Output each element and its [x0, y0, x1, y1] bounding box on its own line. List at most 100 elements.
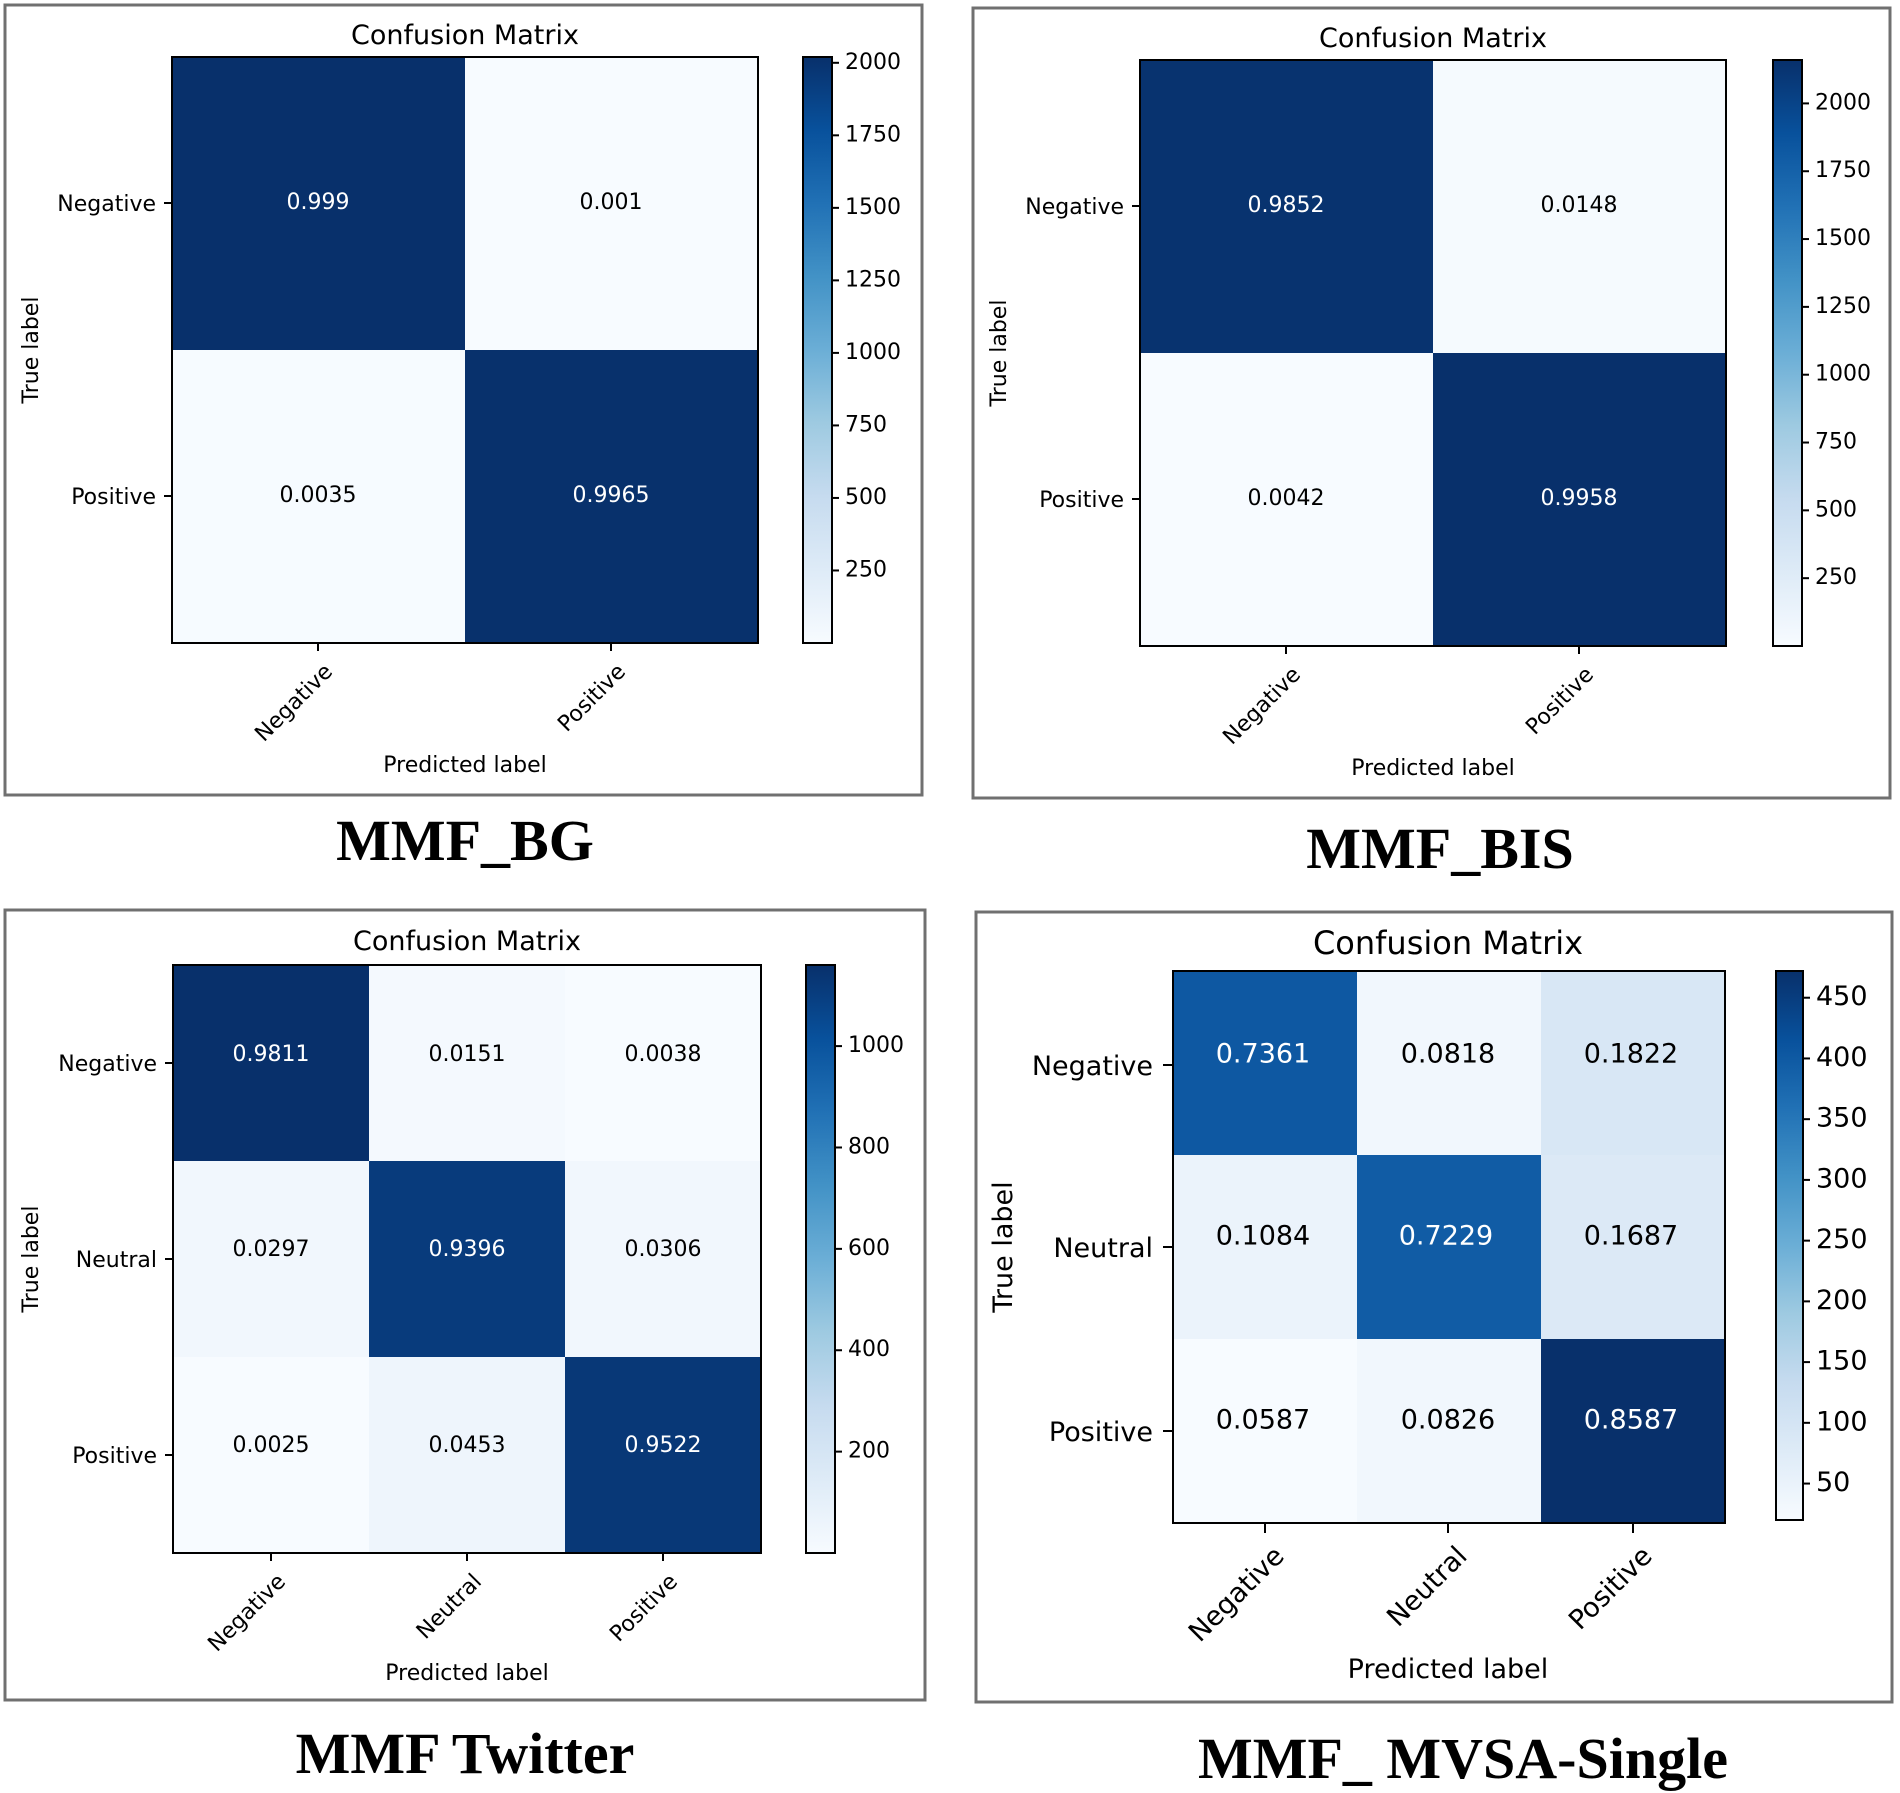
plot-frame	[1139, 59, 1727, 647]
colorbar-tick-label: 800	[848, 1134, 890, 1159]
colorbar-tick-label: 1500	[1815, 226, 1871, 251]
y-axis: Negative Neutral Positive True label	[19, 1052, 173, 1469]
colorbar-scale	[1775, 970, 1804, 1521]
panel-mmf-bg: Confusion Matrix 0.999 0.001 0.0035 0.99…	[3, 3, 924, 873]
colorbar-scale	[805, 964, 836, 1554]
heatmap-cells	[1173, 971, 1725, 1523]
cell-label-1-1: 0.9396	[429, 1237, 506, 1262]
cell-label-2-2: 0.8587	[1584, 1405, 1678, 1436]
colorbar-scale	[802, 56, 833, 644]
colorbar-tick-label: 1750	[1815, 158, 1871, 183]
panel-mmf-twitter: Confusion Matrix 0.9811 0.0151 0.0038 0.…	[3, 908, 927, 1786]
colorbar-tick-label: 450	[1816, 981, 1868, 1012]
cell-0-0	[173, 965, 369, 1161]
cell-0-1	[1433, 60, 1726, 353]
cell-0-1	[369, 965, 565, 1161]
cell-label-0-0: 0.7361	[1216, 1039, 1310, 1070]
x-axis-label: Predicted label	[1348, 1654, 1549, 1685]
panel-caption: MMF_ MVSA-Single	[1198, 1726, 1728, 1791]
y-axis: Negative Positive True label	[987, 195, 1140, 513]
cell-label-0-2: 0.1822	[1584, 1039, 1678, 1070]
y-tick-label: Positive	[72, 1444, 157, 1469]
x-axis-label: Predicted label	[383, 753, 546, 778]
colorbar-tick-label: 750	[1815, 430, 1857, 455]
colorbar-tick-label: 400	[848, 1337, 890, 1362]
cell-label-1-1: 0.9958	[1541, 486, 1618, 511]
cell-0-0	[1173, 971, 1357, 1155]
panel-caption: MMF Twitter	[296, 1721, 635, 1786]
y-axis-label: True label	[988, 1181, 1019, 1313]
cell-2-1	[369, 1357, 565, 1553]
cell-1-0	[173, 1161, 369, 1357]
cell-label-1-0: 0.1084	[1216, 1221, 1310, 1252]
cell-label-1-2: 0.0306	[625, 1237, 702, 1262]
colorbar-tick-label: 250	[845, 557, 887, 582]
colorbar-tick-label: 200	[848, 1439, 890, 1464]
cell-label-1-1: 0.7229	[1399, 1221, 1493, 1252]
plot-frame	[171, 56, 759, 644]
panel-caption: MMF_BG	[336, 808, 594, 873]
cell-label-0-0: 0.9852	[1248, 193, 1325, 218]
colorbar-tick-label: 500	[845, 485, 887, 510]
cell-2-0	[173, 1357, 369, 1553]
cell-0-2	[565, 965, 761, 1161]
cell-1-1	[1357, 1155, 1541, 1339]
y-tick-label: Neutral	[1053, 1233, 1153, 1264]
colorbar-tick-label: 500	[1815, 497, 1857, 522]
cell-label-1-0: 0.0042	[1248, 486, 1325, 511]
cell-2-2	[1541, 1339, 1725, 1523]
cell-1-0	[1140, 353, 1433, 646]
y-axis-label: True label	[19, 1206, 44, 1314]
colorbar-tick-label: 1000	[845, 340, 901, 365]
y-tick-label: Negative	[1032, 1051, 1153, 1082]
panel-mmf-mvsa-single: Confusion Matrix 0.7361 0.0818 0.1822 0.…	[974, 910, 1894, 1791]
cell-label-1-0: 0.0297	[233, 1237, 310, 1262]
y-axis: Negative Neutral Positive True label	[988, 1051, 1173, 1448]
colorbar-tick-label: 350	[1816, 1103, 1868, 1134]
cell-label-1-1: 0.9965	[573, 483, 650, 508]
colorbar-tick-label: 1750	[845, 122, 901, 147]
cell-1-1	[1433, 353, 1726, 646]
heatmap-cells	[1140, 60, 1726, 646]
y-tick-label: Positive	[1049, 1417, 1153, 1448]
chart-title: Confusion Matrix	[351, 20, 579, 51]
cell-0-0	[172, 57, 465, 350]
colorbar-ticks: 250 500 750 1000 1250 1500 1750 2000	[1802, 90, 1871, 590]
cell-label-2-1: 0.0826	[1401, 1405, 1495, 1436]
cell-labels: 0.999 0.001 0.0035 0.9965	[280, 190, 650, 508]
y-tick-label: Negative	[58, 1052, 157, 1077]
colorbar-tick-label: 100	[1816, 1406, 1868, 1437]
cell-label-2-1: 0.0453	[429, 1433, 506, 1458]
panel-caption: MMF_BIS	[1306, 816, 1573, 881]
colorbar-tick-label: 250	[1815, 565, 1857, 590]
cell-0-2	[1541, 971, 1725, 1155]
colorbar-tick-label: 150	[1816, 1346, 1868, 1377]
heatmap-cells	[173, 965, 761, 1553]
cell-label-2-2: 0.9522	[625, 1433, 702, 1458]
panel-mmf-bis: Confusion Matrix 0.9852 0.0148 0.0042 0.…	[971, 6, 1892, 881]
colorbar-tick-label: 600	[848, 1236, 890, 1261]
cell-label-1-2: 0.1687	[1584, 1221, 1678, 1252]
colorbar-tick-label: 1250	[845, 267, 901, 292]
colorbar: 50 100 150 200 250 300 350 400 450	[1775, 970, 1868, 1521]
y-tick-label: Negative	[1025, 195, 1124, 220]
colorbar-ticks: 50 100 150 200 250 300 350 400 450	[1803, 981, 1868, 1498]
cell-label-0-1: 0.001	[580, 190, 643, 215]
y-tick-label: Neutral	[76, 1248, 157, 1273]
colorbar-scale	[1772, 59, 1803, 647]
cell-1-1	[465, 350, 758, 643]
cell-2-1	[1357, 1339, 1541, 1523]
cell-label-0-1: 0.0818	[1401, 1039, 1495, 1070]
colorbar-tick-label: 1000	[848, 1033, 904, 1058]
cell-1-0	[1173, 1155, 1357, 1339]
cell-label-1-0: 0.0035	[280, 483, 357, 508]
cell-label-2-0: 0.0025	[233, 1433, 310, 1458]
y-axis: Negative Positive True label	[19, 192, 172, 510]
colorbar-tick-label: 300	[1816, 1163, 1868, 1194]
colorbar-tick-label: 2000	[1815, 90, 1871, 115]
colorbar: 250 500 750 1000 1250 1500 1750 2000	[1772, 59, 1871, 647]
colorbar-tick-label: 1000	[1815, 362, 1871, 387]
cell-label-0-2: 0.0038	[625, 1042, 702, 1067]
cell-labels: 0.7361 0.0818 0.1822 0.1084 0.7229 0.168…	[1216, 1039, 1678, 1436]
cell-labels: 0.9852 0.0148 0.0042 0.9958	[1248, 193, 1618, 511]
